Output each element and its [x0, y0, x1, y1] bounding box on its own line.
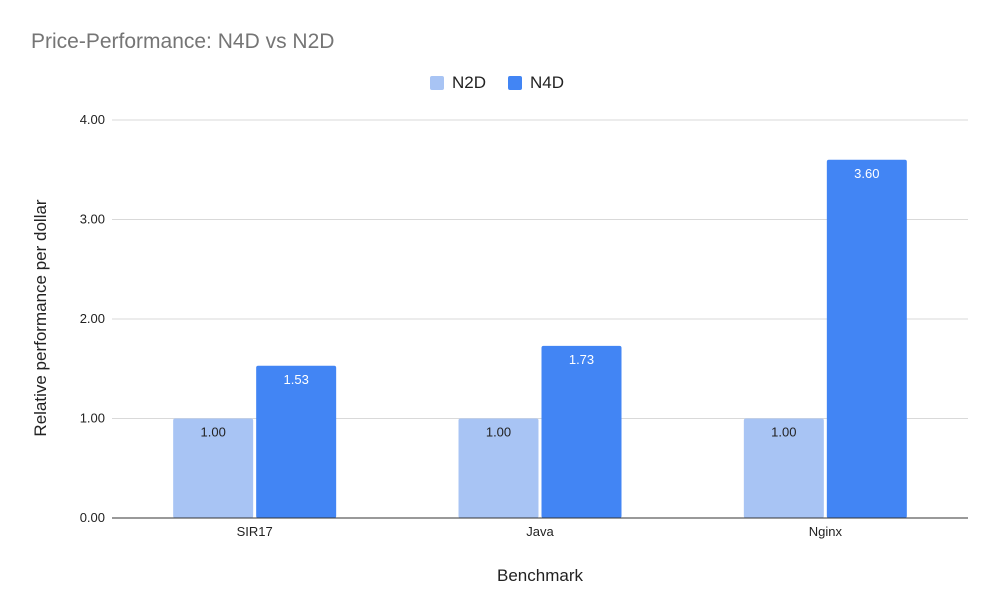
- y-tick-label: 1.00: [80, 411, 105, 426]
- data-label: 1.00: [201, 425, 226, 440]
- bar-n4d: [256, 365, 337, 518]
- data-label: 1.00: [486, 425, 511, 440]
- y-tick-label: 4.00: [80, 112, 105, 127]
- legend-swatch-n4d: [508, 76, 523, 90]
- x-tick-label: SIR17: [237, 524, 273, 539]
- legend-label-n4d: N4D: [530, 73, 565, 92]
- x-axis-label: Benchmark: [497, 566, 583, 585]
- legend-label-n2d: N2D: [452, 73, 487, 92]
- legend-swatch-n2d: [430, 76, 444, 90]
- bar-n2d: [173, 418, 254, 518]
- bar-n4d: [826, 159, 907, 519]
- data-label: 3.60: [854, 166, 879, 181]
- y-tick-label: 2.00: [80, 311, 105, 326]
- bar-n4d: [541, 345, 622, 518]
- data-label: 1.73: [569, 352, 594, 367]
- bar-n2d: [458, 418, 539, 518]
- y-tick-label: 3.00: [80, 212, 105, 227]
- legend-item-n4d: N4D: [508, 73, 564, 93]
- x-tick-label: Nginx: [809, 524, 843, 539]
- legend: N2D N4D: [430, 73, 586, 93]
- data-label: 1.00: [771, 425, 796, 440]
- bar-n2d: [743, 418, 824, 518]
- chart-title: Price-Performance: N4D vs N2D: [31, 30, 335, 53]
- data-label: 1.53: [284, 372, 309, 387]
- y-tick-label: 0.00: [80, 510, 105, 525]
- legend-item-n2d: N2D: [430, 73, 486, 93]
- x-tick-label: Java: [526, 524, 554, 539]
